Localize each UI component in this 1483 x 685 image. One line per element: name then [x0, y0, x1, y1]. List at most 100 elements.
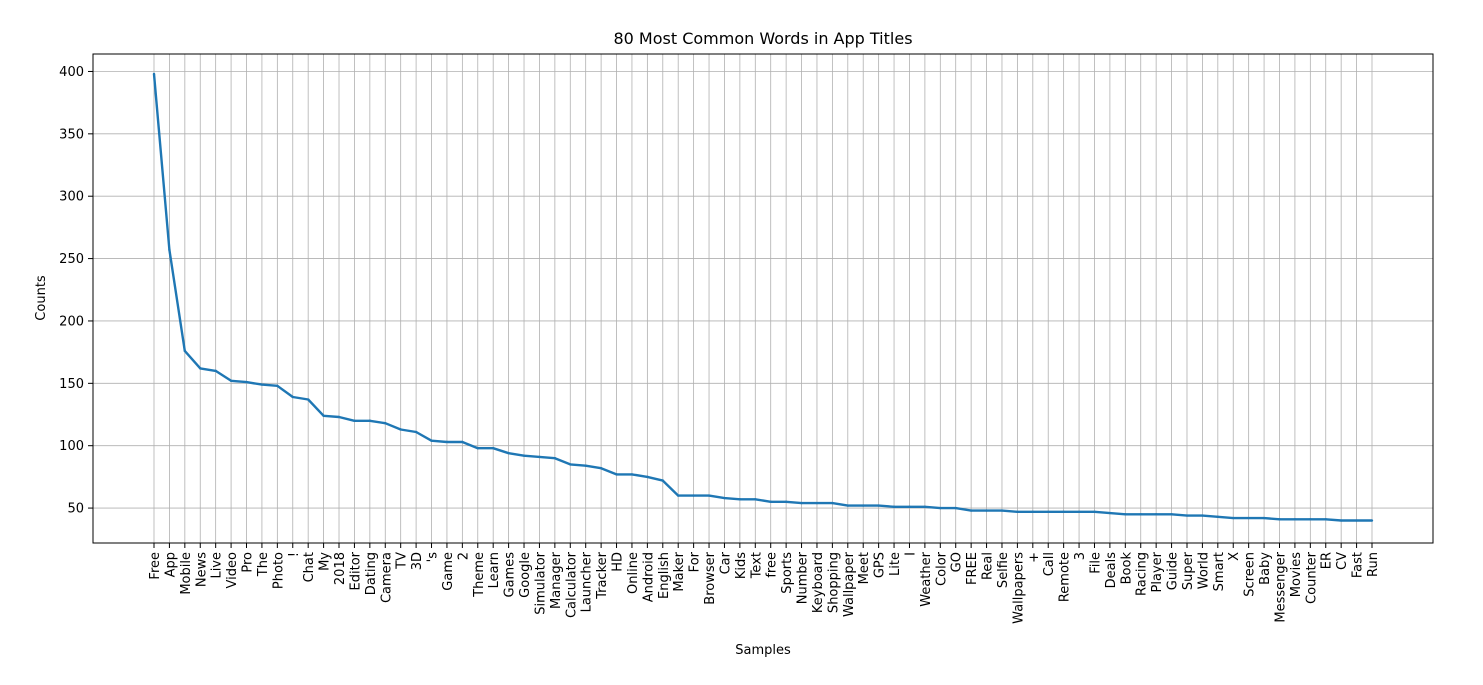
- x-tick-label: Racing: [1135, 552, 1150, 596]
- x-axis-ticks: Free App Mobile News Live Video Pro The Photo! Ch…: [148, 543, 1381, 624]
- data-point-Mobile: [183, 349, 187, 353]
- x-tick-label: Kids: [734, 552, 749, 579]
- x-axis-label: Samples: [735, 643, 791, 658]
- data-point-Super: [1185, 514, 1189, 517]
- data-point-Color: [939, 506, 942, 510]
- data-point-HD: [615, 473, 618, 476]
- data-point-Real: [985, 509, 988, 512]
- data-point-App: [168, 248, 171, 252]
- data-point-Lite: [892, 505, 896, 509]
- data-point-News: [199, 367, 202, 370]
- x-tick-label: Selfie: [996, 552, 1011, 588]
- data-point-Android: [646, 475, 649, 479]
- x-tick-label: Wallpapers: [1011, 552, 1026, 624]
- data-point-Dating: [368, 419, 372, 422]
- x-tick-label: Counter: [1304, 551, 1319, 604]
- x-tick-label: HD: [611, 552, 626, 572]
- data-point-Online: [630, 473, 634, 476]
- x-tick-label: 's: [426, 552, 441, 563]
- x-tick-label: !: [287, 552, 302, 557]
- x-tick-label: Remote: [1058, 552, 1073, 602]
- x-tick-label: Keyboard: [811, 552, 826, 613]
- x-tick-label: Wallpaper: [842, 551, 857, 617]
- data-point-Call: [1047, 510, 1050, 514]
- data-point-Games: [507, 451, 510, 455]
- x-tick-label: Smart: [1212, 552, 1227, 591]
- data-point-Free: [152, 72, 156, 76]
- data-point-GPS: [877, 504, 880, 507]
- data-point-Photo: [276, 384, 279, 388]
- y-tick-label: 100: [59, 439, 84, 454]
- x-tick-label: Google: [518, 552, 533, 598]
- data-point-Wallpapers: [1016, 510, 1019, 514]
- data-point-My: [322, 414, 325, 417]
- data-point-2: [461, 440, 464, 444]
- x-tick-label: Weather: [919, 551, 934, 606]
- data-point-For: [692, 494, 695, 497]
- data-point-Counter: [1309, 518, 1312, 521]
- x-tick-label: Photo: [271, 552, 286, 589]
- y-tick-label: 150: [59, 377, 84, 392]
- grid: [93, 54, 1433, 543]
- x-tick-label: FREE: [965, 552, 980, 585]
- x-tick-label: Launcher: [580, 551, 595, 612]
- x-tick-label: English: [657, 552, 672, 599]
- x-tick-label: Games: [503, 552, 518, 598]
- series-line: [152, 73, 1372, 522]
- data-point-Launcher: [584, 464, 587, 467]
- x-tick-label: Browser: [703, 551, 718, 604]
- x-tick-label: App: [163, 552, 178, 577]
- data-point-CV: [1339, 519, 1343, 522]
- x-tick-label: Number: [796, 551, 811, 604]
- x-tick-label: Camera: [379, 552, 394, 603]
- x-tick-label: Book: [1119, 552, 1134, 585]
- y-tick-label: 400: [59, 65, 84, 80]
- x-tick-label: GPS: [873, 552, 888, 578]
- x-tick-label: File: [1088, 552, 1103, 574]
- data-point-Run: [1370, 519, 1374, 522]
- y-axis-label: Counts: [34, 275, 49, 321]
- x-tick-label: Shopping: [826, 552, 841, 613]
- x-tick-label: Messenger: [1273, 551, 1288, 622]
- y-tick-label: 300: [59, 190, 84, 205]
- x-tick-label: CV: [1335, 552, 1350, 570]
- x-tick-label: Player: [1150, 551, 1165, 592]
- x-tick-label: I: [903, 552, 918, 556]
- data-point-Book: [1124, 513, 1127, 516]
- data-series: [152, 72, 1374, 522]
- x-tick-label: Manager: [549, 551, 564, 609]
- y-axis-ticks: 50 100 150 200 250 300 350 400: [59, 65, 93, 517]
- data-point-Messenger: [1278, 518, 1281, 521]
- data-point-!: [291, 395, 294, 399]
- y-tick-label: 350: [59, 127, 84, 142]
- x-tick-label: Theme: [472, 552, 487, 598]
- x-tick-label: Car: [718, 551, 733, 574]
- x-tick-label: Editor: [348, 551, 363, 590]
- data-point-Meet: [862, 504, 865, 507]
- chart-title: 80 Most Common Words in App Titles: [613, 29, 912, 48]
- x-tick-label: Calculator: [564, 551, 579, 618]
- y-tick-label: 200: [59, 314, 84, 329]
- x-tick-label: Real: [981, 552, 996, 580]
- data-point-Manager: [553, 456, 557, 460]
- data-point-Baby: [1262, 516, 1266, 520]
- data-point-ER: [1324, 518, 1327, 521]
- x-tick-label: Meet: [857, 552, 872, 584]
- data-point-I: [908, 505, 911, 509]
- x-tick-label: Online: [626, 552, 641, 594]
- data-point-3: [1077, 510, 1081, 514]
- x-tick-label: World: [1196, 552, 1211, 589]
- data-point-Pro: [245, 380, 248, 384]
- x-tick-label: 2018: [333, 552, 348, 585]
- x-tick-label: Chat: [302, 552, 317, 582]
- data-point-Shopping: [831, 501, 834, 505]
- x-tick-label: GO: [950, 552, 965, 572]
- data-point-Editor: [353, 419, 356, 422]
- x-tick-label: My: [318, 552, 333, 571]
- x-tick-label: Screen: [1243, 552, 1258, 597]
- x-tick-label: X: [1227, 552, 1242, 561]
- data-point-3D: [414, 430, 418, 434]
- data-point-Chat: [306, 398, 310, 401]
- data-point-Text: [754, 498, 757, 501]
